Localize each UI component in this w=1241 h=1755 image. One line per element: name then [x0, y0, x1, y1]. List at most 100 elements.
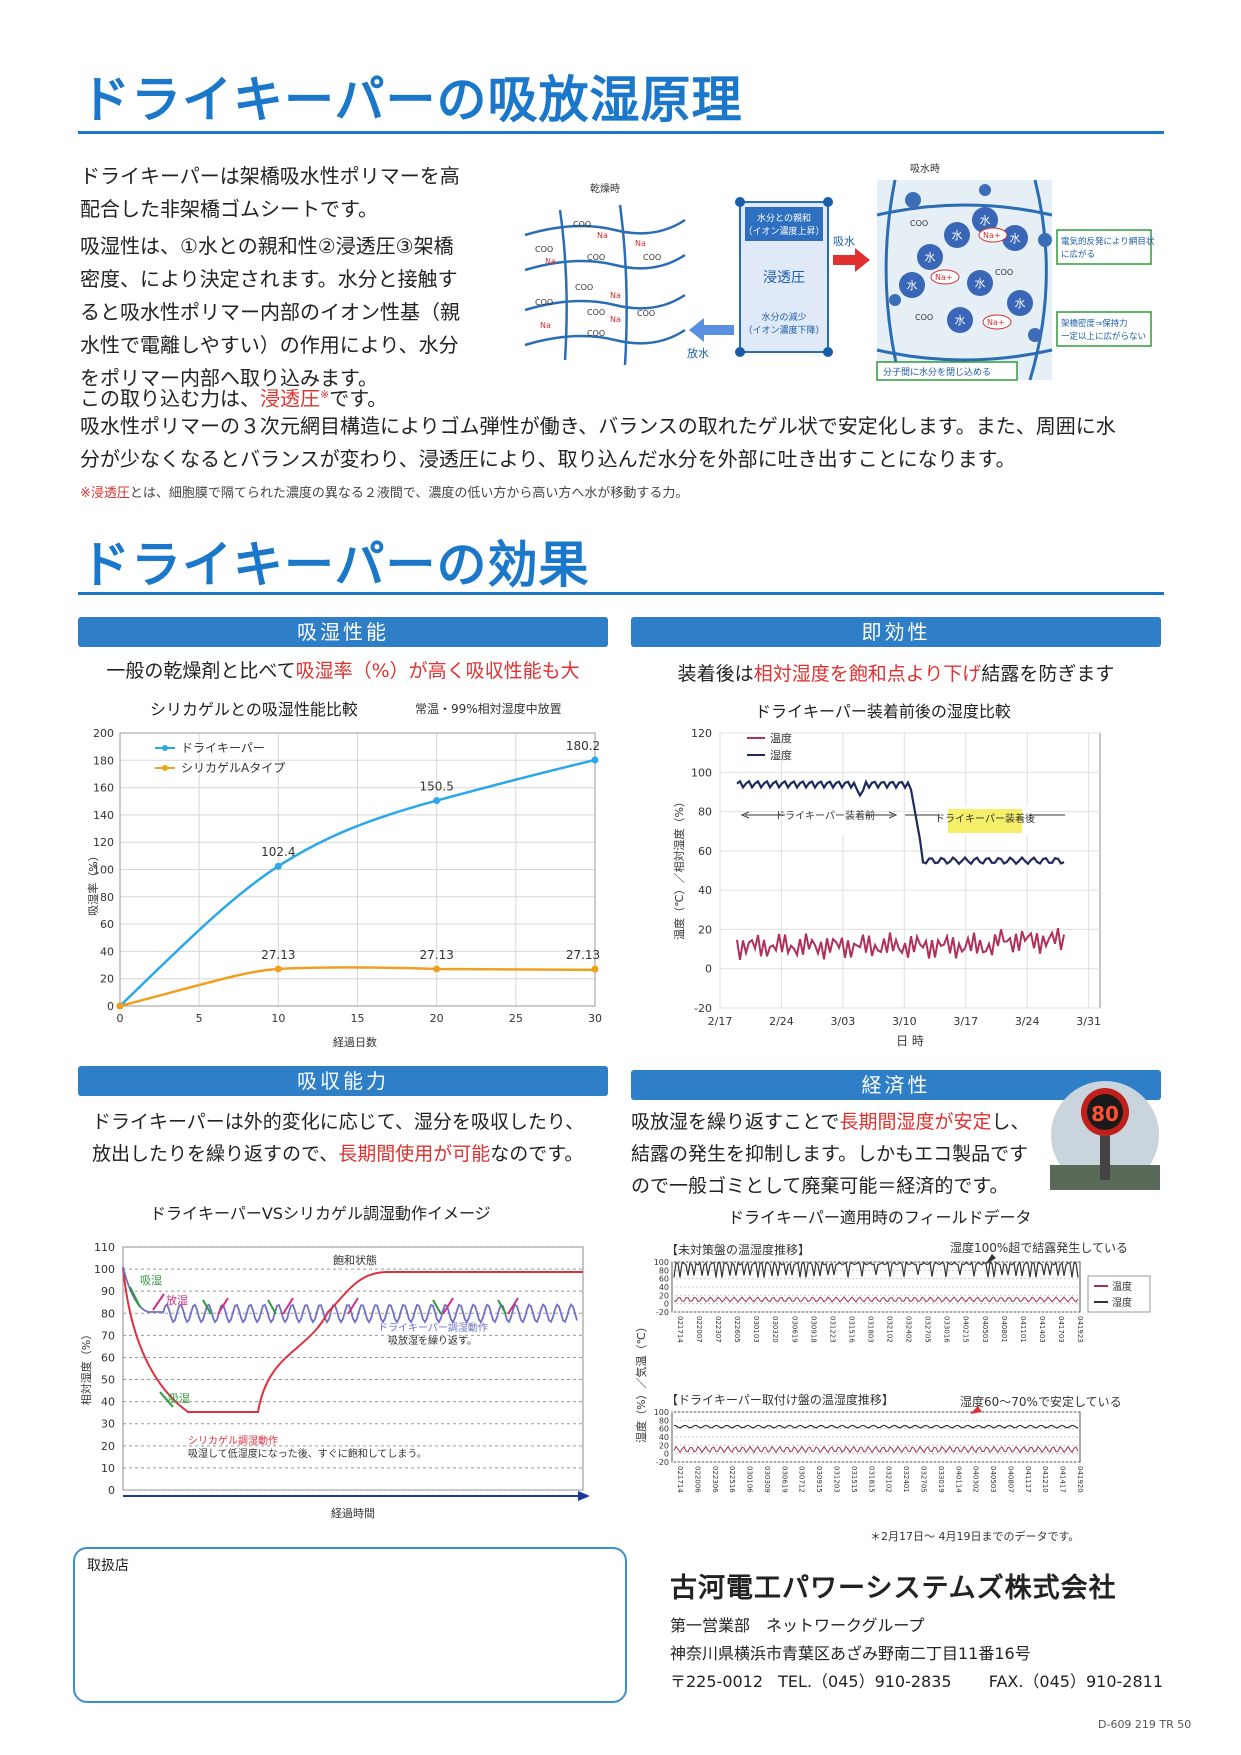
svg-text:Na: Na — [635, 239, 646, 248]
svg-text:架橋密度⇒保持力: 架橋密度⇒保持力 — [1061, 318, 1128, 329]
chart3-note-saturated: 飽和状態 — [333, 1253, 377, 1267]
field-legend-hum: 湿度 — [1112, 1296, 1132, 1309]
chart2-xtick: 2/24 — [769, 1015, 794, 1028]
chart3-note-sg2: 吸湿して低湿度になった後、すぐに飽和してしまう。 — [188, 1447, 427, 1460]
chart2-ytick: 120 — [691, 727, 712, 740]
svg-text:Na+: Na+ — [935, 273, 953, 282]
field-xtick: 041117 — [1024, 1466, 1032, 1493]
field-xtick: 031515 — [850, 1466, 858, 1493]
chart3-note-absorb2: 吸湿 — [168, 1392, 190, 1405]
chart3-title: ドライキーパーVSシリカゲル調湿動作イメージ — [150, 1204, 491, 1223]
chart2-ytick: 60 — [698, 845, 712, 858]
field-xtick: 032401 — [902, 1466, 910, 1493]
wet-label: 吸水時 — [910, 163, 940, 175]
svg-text:COO: COO — [587, 253, 605, 262]
chart3-note-dk: ドライキーパー調湿動作 — [378, 1321, 488, 1334]
chart2-xlabel: 日 時 — [896, 1034, 924, 1048]
field-xtick: 030619 — [780, 1466, 788, 1493]
field-ytick: -20 — [656, 1308, 669, 1317]
chart2-xtick: 3/03 — [831, 1015, 856, 1028]
chart1-xtick: 0 — [117, 1012, 124, 1025]
svg-text:COO: COO — [587, 329, 605, 338]
section2-rule — [78, 592, 1164, 595]
field-xtick: 032102 — [886, 1316, 894, 1343]
panel-economy-text: 吸放湿を繰り返すことで長期間湿度が安定し、 結露の発生を抑制します。しかもエコ製… — [631, 1111, 1030, 1197]
regulation-chart: 相対湿度（%） 経過時間 0 10 20 30 40 50 60 70 80 90 100 110 吸… — [79, 1241, 590, 1520]
panel-absorption-subtitle: 一般の乾燥剤と比べて吸湿率（%）が高く吸収性能も大 — [106, 660, 580, 682]
field-xtick: 041923 — [1076, 1316, 1084, 1343]
field-ytick: 60 — [659, 1275, 669, 1284]
field-xtick: 040801 — [1000, 1316, 1008, 1343]
dealer-label: 取扱店 — [87, 1558, 129, 1574]
svg-text:水: 水 — [975, 277, 986, 290]
field-xtick: 022007 — [695, 1316, 703, 1343]
chart1-xtick: 15 — [351, 1012, 365, 1025]
field-top-note: 湿度100%超で結露発生している — [950, 1240, 1128, 1255]
panel-immediate-subtitle: 装着後は相対湿度を飽和点より下げ結露を防ぎます — [677, 663, 1115, 685]
chart3-ytick: 110 — [94, 1241, 115, 1254]
chart2-ylabel: 温度（℃）／相対湿度（%） — [672, 796, 686, 940]
field-xtick: 022605 — [733, 1316, 741, 1343]
chart2-xtick: 3/10 — [892, 1015, 917, 1028]
field-xtick: 031803 — [866, 1316, 874, 1343]
panel-capacity-text: ドライキーパーは外的変化に応じて、湿分を吸収したり、 放出したりを繰り返すので、… — [92, 1111, 585, 1165]
field-xtick: 040807 — [1006, 1466, 1014, 1493]
chart3-ytick: 50 — [101, 1374, 115, 1387]
humidity-compare-chart: 温度（℃）／相対湿度（%） 日 時 -20 0 20 40 60 80 100 120 2/17… — [672, 727, 1101, 1048]
field-ytick: 80 — [659, 1416, 669, 1425]
chart3-ytick: 100 — [94, 1263, 115, 1276]
chart1-xtick: 10 — [271, 1012, 285, 1025]
dry-label: 乾燥時 — [590, 182, 620, 195]
chart3-note-absorb1: 吸湿 — [140, 1274, 162, 1287]
svg-text:Na: Na — [540, 321, 551, 330]
field-xtick: 022306 — [711, 1466, 719, 1493]
chart1-ytick: 160 — [93, 782, 114, 795]
principle-para4: 吸水性ポリマーの３次元網目構造によりゴム弾性が働き、バランスの取れたゲル状で安定… — [80, 414, 1116, 471]
field-xtick: 033019 — [937, 1466, 945, 1493]
field-ytick: 100 — [654, 1258, 669, 1267]
field-ytick: 20 — [659, 1441, 669, 1450]
svg-text:Na: Na — [610, 315, 621, 324]
dealer-box: 取扱店 — [73, 1547, 627, 1703]
field-xtick: 030619 — [790, 1316, 798, 1343]
chart1-data-label: 150.5 — [419, 780, 453, 794]
chart1-point — [274, 862, 282, 870]
svg-text:水: 水 — [907, 279, 918, 292]
section1-rule — [78, 131, 1164, 134]
field-xtick: 041210 — [1041, 1466, 1049, 1493]
company-contact: 〒225-0012 TEL.（045）910-2835 FAX.（045）910… — [670, 1672, 1164, 1691]
chart3-ylabel: 相対湿度（%） — [79, 1329, 93, 1405]
chart2-before-note: ドライキーパー装着前 — [775, 809, 875, 822]
svg-text:水分との親和: 水分との親和 — [757, 212, 811, 224]
field-xtick: 041101 — [1019, 1316, 1027, 1343]
panel-absorption-band: 吸湿性能 — [78, 617, 608, 647]
chart1-data-label: 27.13 — [566, 948, 600, 962]
field-legend-temp: 温度 — [1112, 1280, 1132, 1293]
field-footnote: ＊2月17日～ 4月19日までのデータです。 — [870, 1529, 1079, 1542]
field-xtick: 022307 — [714, 1316, 722, 1343]
chart1-ytick: 40 — [100, 945, 114, 958]
field-ylabel: 湿度（%）／気温（℃） — [634, 1321, 648, 1443]
chart1-ytick: 120 — [93, 836, 114, 849]
chart3-ytick: 20 — [101, 1440, 115, 1453]
chart3-ytick: 30 — [101, 1418, 115, 1431]
svg-text:COO: COO — [643, 253, 661, 262]
field-ytick: 0 — [664, 1450, 669, 1459]
field-xtick: 031203 — [833, 1466, 841, 1493]
field-xtick: 022006 — [693, 1466, 701, 1493]
field-xtick: 030918 — [809, 1316, 817, 1343]
svg-text:COO: COO — [995, 268, 1013, 277]
company-dept: 第一営業部 ネットワークグループ — [670, 1616, 925, 1635]
field-xtick: 031516 — [847, 1316, 855, 1343]
chart3-ytick: 70 — [101, 1329, 115, 1342]
chart3-ytick: 40 — [101, 1396, 115, 1409]
chart3-ytick: 60 — [101, 1351, 115, 1364]
svg-text:水分の減少: 水分の減少 — [761, 311, 806, 323]
chart1-ytick: 80 — [100, 891, 114, 904]
field-xtick: 021714 — [676, 1316, 684, 1343]
svg-text:分子間に水分を閉じ込める: 分子間に水分を閉じ込める — [883, 366, 991, 378]
field-top-title: 【未対策盤の温湿度推移】 — [666, 1242, 810, 1257]
chart3-ytick: 10 — [101, 1462, 115, 1475]
field-xtick: 040302 — [972, 1466, 980, 1493]
chart2-ytick: 100 — [691, 766, 712, 779]
